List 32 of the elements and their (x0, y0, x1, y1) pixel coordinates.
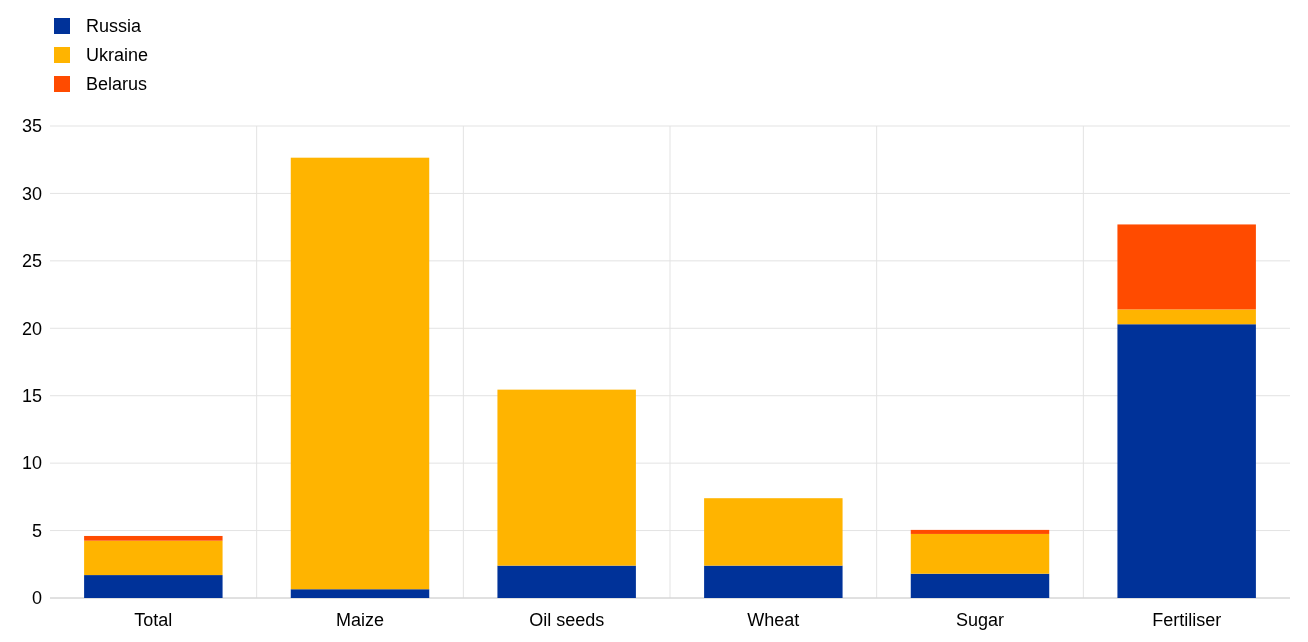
legend-label: Russia (86, 16, 143, 36)
y-tick-label: 0 (31, 588, 42, 609)
y-tick-label: 5 (31, 520, 42, 541)
x-tick-label: Fertiliser (1152, 610, 1222, 630)
legend-label: Belarus (86, 74, 148, 94)
y-tick-label: 25 (21, 251, 42, 272)
x-tick-label: Wheat (747, 610, 800, 630)
bar (704, 498, 843, 566)
y-tick-label: 35 (21, 116, 42, 137)
bar (1117, 324, 1256, 598)
bar (497, 389, 636, 566)
bar (1117, 309, 1256, 325)
legend-label: Ukraine (86, 45, 149, 65)
x-tick-label: Maize (335, 610, 385, 630)
x-tick-label: Oil seeds (529, 610, 605, 630)
bar (910, 533, 1050, 574)
x-tick-label: Sugar (955, 610, 1005, 630)
bar (290, 589, 430, 598)
bar (910, 573, 1050, 598)
y-tick-label: 30 (21, 183, 42, 204)
bar (84, 575, 223, 598)
bar (910, 529, 1050, 534)
bar (704, 565, 843, 598)
bar (290, 157, 430, 590)
y-tick-label: 10 (21, 453, 42, 474)
y-tick-label: 20 (21, 318, 42, 339)
x-tick-label: Total (134, 610, 173, 630)
bar (84, 535, 223, 541)
bar (497, 565, 636, 598)
bar (84, 540, 223, 576)
y-tick-label: 15 (21, 386, 42, 407)
bar (1117, 224, 1256, 310)
